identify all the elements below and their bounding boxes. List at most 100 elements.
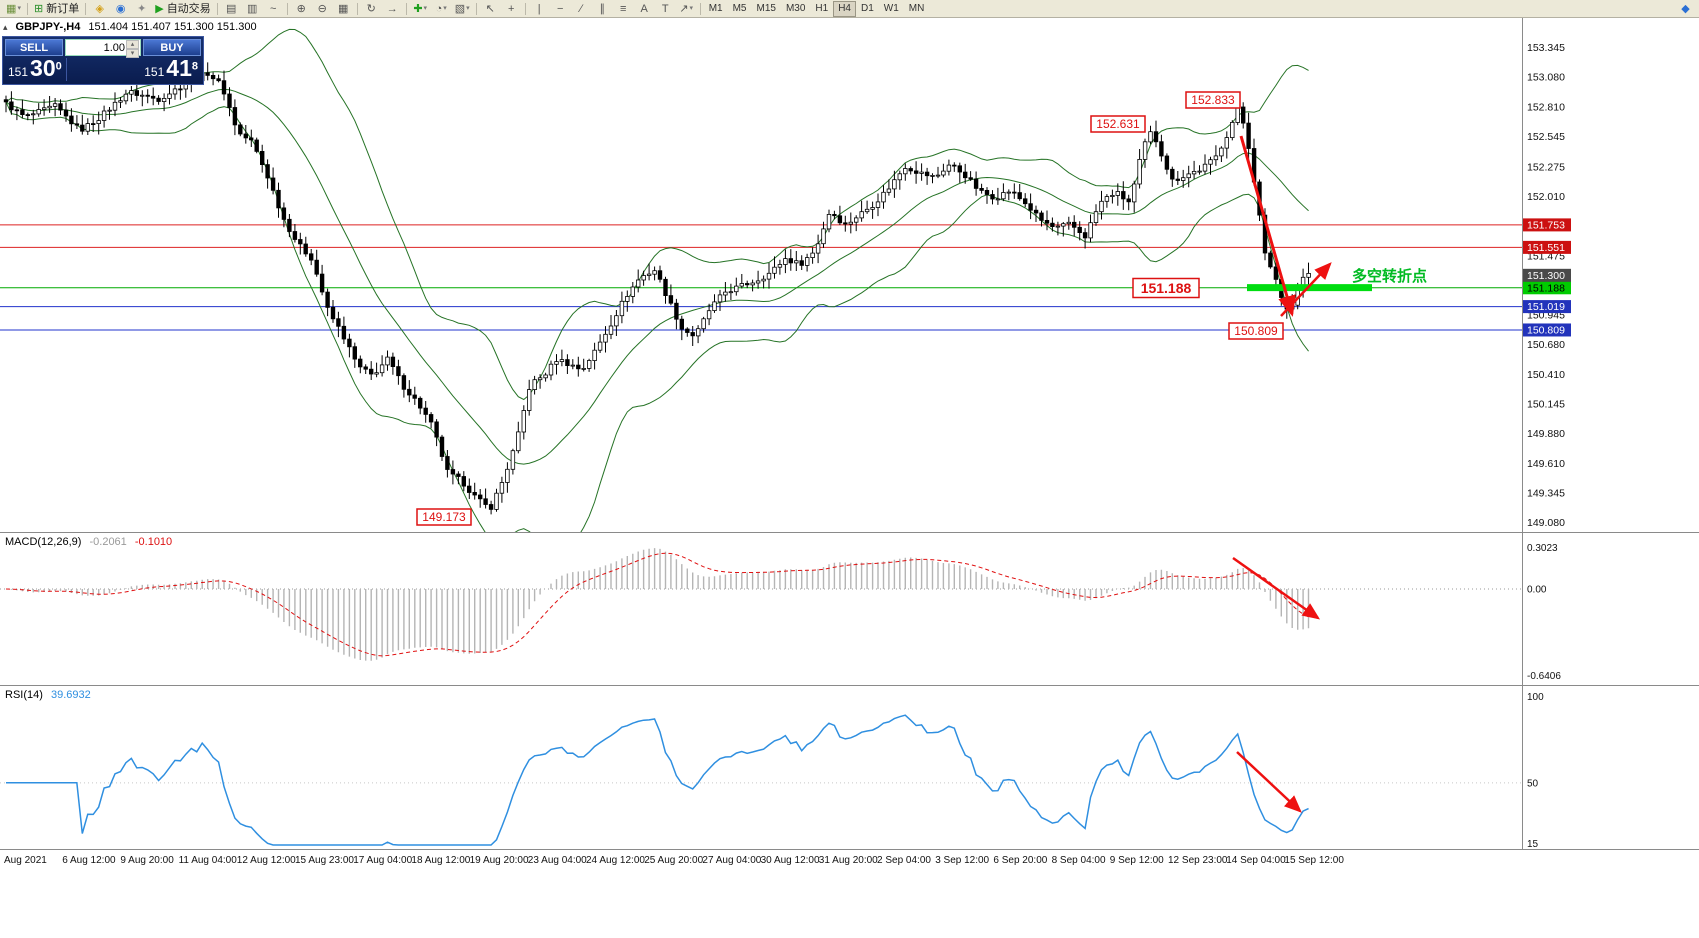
price-axis[interactable]: 153.345 153.080 152.810 152.545 152.275 152.0… (1523, 42, 1571, 850)
macd-scale-label: -0.6406 (1527, 671, 1561, 682)
time-label: Aug 2021 (4, 855, 47, 866)
time-label: 17 Aug 04:00 (353, 855, 412, 866)
timeframe-m30[interactable]: M30 (785, 2, 806, 14)
timeframe-m15[interactable]: M15 (756, 2, 776, 14)
tile-windows-icon[interactable]: ▦ (333, 0, 354, 17)
fibonacci-icon[interactable]: ≡ (613, 0, 634, 17)
price-chart-canvas[interactable]: 153.345 153.080 152.810 152.545 152.275 152.0… (0, 18, 1699, 869)
new-chart-icon[interactable]: ▦ ▾ (3, 0, 24, 17)
indicators-icon[interactable]: ✚ ▾ (410, 0, 431, 17)
chart-shift-icon[interactable]: → (382, 0, 403, 17)
time-label: 8 Sep 04:00 (1052, 855, 1106, 866)
market-icon[interactable]: ◉ (110, 0, 131, 17)
timeframe-mn[interactable]: MN (908, 2, 925, 14)
rsi-pane[interactable] (0, 714, 1522, 846)
candle (150, 95, 156, 99)
timeframe-m1[interactable]: M1 (708, 2, 723, 14)
candle (347, 338, 352, 348)
candle (946, 164, 952, 172)
candle (559, 359, 565, 363)
signals-icon[interactable]: ✦ (131, 0, 152, 17)
candle (3, 99, 9, 103)
candle (325, 291, 330, 308)
cursor-icon[interactable]: ↖ (480, 0, 501, 17)
templates-icon[interactable]: ▧ ▾ (452, 0, 473, 17)
periods-icon[interactable]: ◔ ▾ (431, 0, 452, 17)
sell-price: 151300 (8, 55, 62, 81)
candle (1175, 178, 1180, 181)
rsi-scale-label: 50 (1527, 778, 1539, 789)
candle (1208, 159, 1213, 165)
collapse-trade-panel-icon[interactable]: ▴ (3, 21, 8, 32)
candle (712, 301, 717, 311)
macd-pane[interactable] (0, 548, 1522, 661)
trend-arrow (1236, 751, 1302, 813)
candle (139, 94, 145, 97)
candlestick-chart-icon[interactable]: ▥ (242, 0, 263, 17)
spinner-up-icon[interactable]: ▴ (126, 40, 139, 49)
new-order-button[interactable]: ⊞ 新订单 (31, 0, 82, 17)
volume-input[interactable]: 1.00 ▴ ▾ (65, 39, 141, 58)
trendline-icon[interactable]: ∕ (571, 0, 592, 17)
autotrading-button[interactable]: ▶ 自动交易 (152, 0, 213, 17)
candle (221, 80, 227, 95)
time-axis[interactable]: Aug 2021 6 Aug 12:00 9 Aug 20:00 11 Aug 04:… (4, 855, 1344, 866)
time-label: 3 Sep 12:00 (935, 855, 989, 866)
candle (728, 291, 734, 294)
buy-button[interactable]: BUY (143, 39, 201, 56)
timeframe-d1[interactable]: D1 (861, 2, 874, 14)
candle (445, 456, 450, 470)
time-label: 12 Sep 23:00 (1168, 855, 1228, 866)
spinner-down-icon[interactable]: ▾ (126, 49, 139, 58)
crosshair-icon[interactable]: + (501, 0, 522, 17)
metaquotes-logo-icon[interactable]: ◆ (1681, 2, 1690, 15)
candle (995, 198, 1001, 201)
candle (908, 168, 913, 172)
arrows-icon[interactable]: ↗ ▾ (676, 0, 697, 17)
zoom-out-icon[interactable]: ⊖ (312, 0, 333, 17)
candle (1186, 173, 1191, 179)
timeframe-m5[interactable]: M5 (732, 2, 747, 14)
candle (1202, 163, 1208, 172)
toolbar-separator (27, 2, 28, 15)
zoom-in-icon[interactable]: ⊕ (291, 0, 312, 17)
timeframe-h4[interactable]: H4 (833, 0, 856, 17)
vertical-line-icon[interactable]: | (529, 0, 550, 17)
candle (783, 258, 788, 265)
timeframe-h1[interactable]: H1 (815, 2, 829, 14)
line-chart-icon[interactable]: ~ (263, 0, 284, 17)
toolbar-separator (524, 2, 526, 15)
price-annotation-text: 152.833 (1191, 93, 1235, 107)
time-label: 14 Sep 04:00 (1226, 855, 1286, 866)
candle (990, 194, 995, 200)
sell-button[interactable]: SELL (5, 39, 63, 56)
time-label: 27 Aug 04:00 (702, 855, 761, 866)
text-icon[interactable]: A (634, 0, 655, 17)
price-tick: 152.545 (1527, 131, 1565, 143)
candle (968, 177, 973, 180)
main-pane[interactable] (0, 28, 1522, 550)
candle (750, 282, 755, 286)
candle (1044, 219, 1050, 224)
candle (777, 264, 783, 268)
time-label: 19 Aug 20:00 (470, 855, 529, 866)
channel-icon[interactable]: ∥ (592, 0, 613, 17)
mql-community-icon: ◈ (95, 2, 104, 15)
candle (238, 124, 243, 135)
horizontal-line-icon[interactable]: − (550, 0, 571, 17)
candle (456, 473, 461, 477)
candle (1061, 223, 1066, 227)
mql-community-icon[interactable]: ◈ (89, 0, 110, 17)
turning-point-callout: 多空转折点 (1352, 267, 1427, 285)
candle (259, 150, 265, 165)
candle (63, 109, 69, 117)
text-label-icon[interactable]: T (655, 0, 676, 17)
timeframe-w1[interactable]: W1 (883, 2, 899, 14)
candle (1082, 232, 1088, 239)
bar-chart-icon[interactable]: ▤ (221, 0, 242, 17)
auto-scroll-icon[interactable]: ↻ (361, 0, 382, 17)
candle (1306, 272, 1311, 278)
time-label: 15 Aug 23:00 (295, 855, 354, 866)
price-annotation-box (1185, 91, 1241, 109)
candle (1273, 266, 1279, 280)
